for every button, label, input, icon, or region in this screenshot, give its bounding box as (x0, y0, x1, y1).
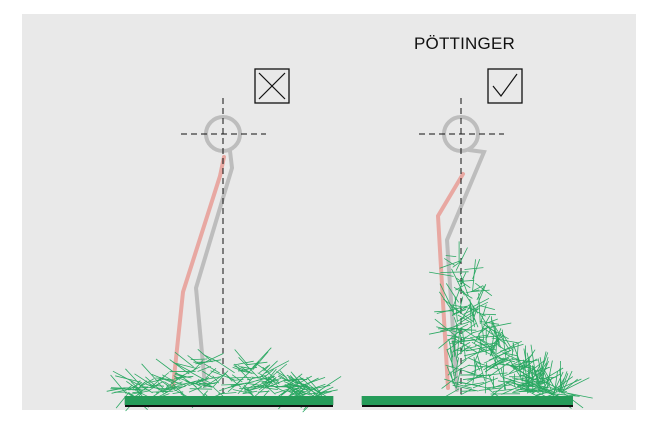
left-panel (106, 68, 342, 413)
tine-rest-grey (444, 148, 487, 392)
cross-icon (254, 68, 290, 104)
ground-strip-right (361, 396, 573, 405)
tine-deflected-red (171, 155, 226, 389)
checkmark-icon (487, 68, 523, 104)
brand-label: PÖTTINGER (414, 34, 515, 53)
ground-strip-left (124, 396, 334, 405)
grass-pile-left (106, 347, 342, 413)
tine-rest-grey (193, 149, 235, 388)
right-panel (361, 68, 593, 409)
diagram-background (22, 14, 636, 410)
